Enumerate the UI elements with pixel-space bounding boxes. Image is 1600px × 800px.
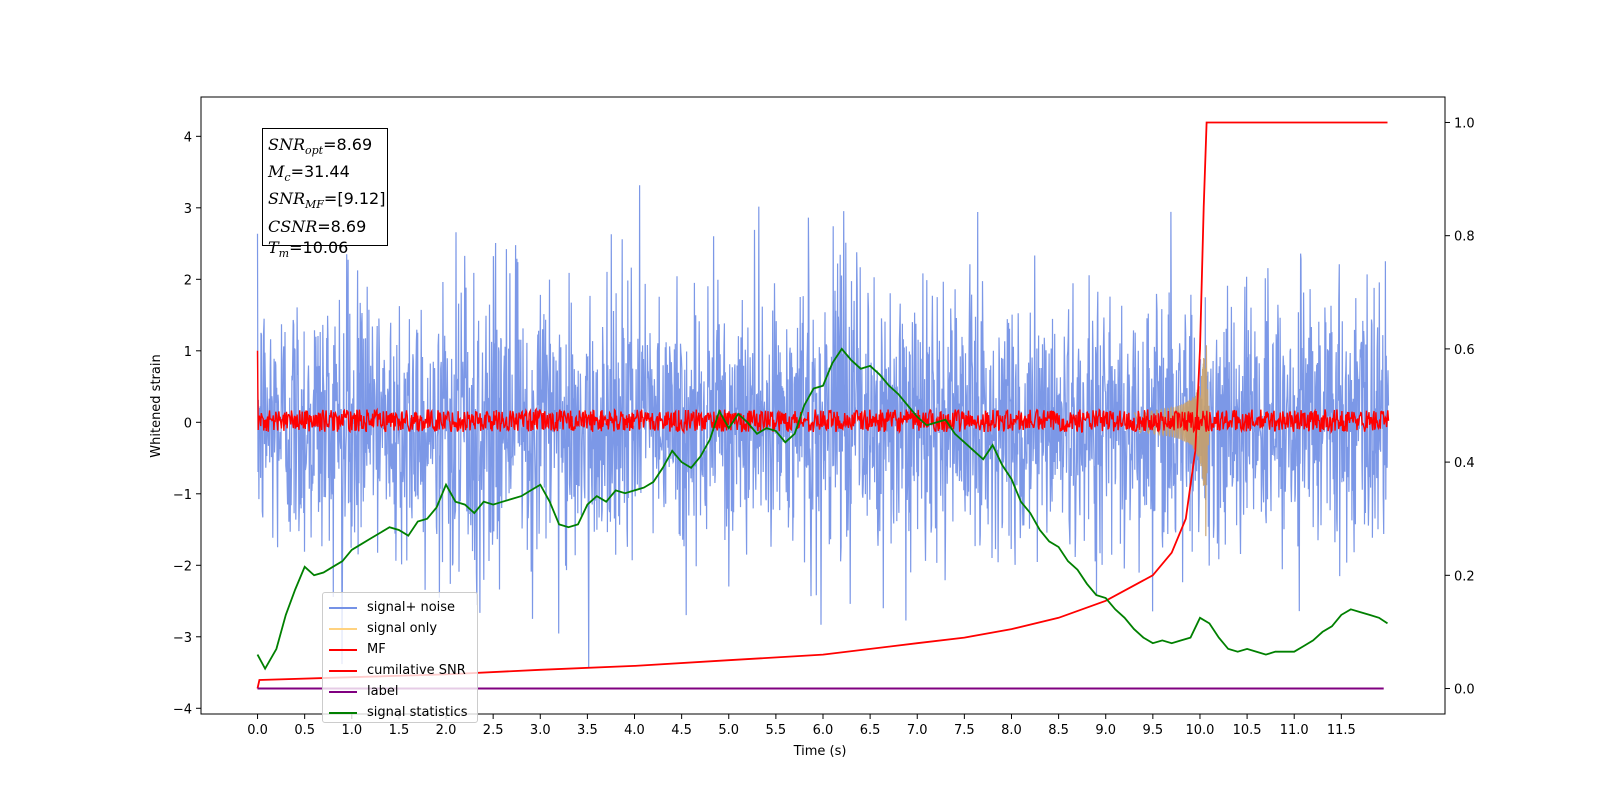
x-tick-label: 10.0 (1185, 723, 1214, 738)
x-tick-label: 3.5 (577, 723, 598, 738)
y2-tick-label: 1.0 (1454, 116, 1475, 131)
x-tick-label: 0.5 (294, 723, 315, 738)
x-ticks: 0.0 0.5 1.0 1.5 2.0 2.5 3.0 3.5 4.0 4.5 5.0 5.5 6.0 6… (247, 714, 1356, 738)
y2-tick-label: 0.2 (1454, 569, 1475, 584)
y2-tick-label: 0.6 (1454, 343, 1475, 358)
legend: signal+ noise signal only MF cumilative … (322, 592, 478, 723)
x-tick-label: 5.0 (718, 723, 739, 738)
x-tick-label: 5.5 (766, 723, 787, 738)
legend-item-signal-only: signal only (329, 618, 471, 639)
y-ticks: −4 −3 −2 −1 0 1 2 3 4 (173, 130, 201, 717)
legend-swatch (329, 711, 357, 714)
x-tick-label: 7.0 (907, 723, 928, 738)
y-axis-label: Whitened strain (149, 354, 164, 457)
x-axis-label: Time (s) (793, 744, 847, 759)
x-tick-label: 2.5 (483, 723, 504, 738)
x-tick-label: 11.5 (1327, 723, 1356, 738)
series-signal-statistics (256, 347, 1388, 671)
legend-item-cumulative-snr: cumilative SNR (329, 660, 471, 681)
legend-swatch (329, 669, 357, 672)
x-tick-label: 9.5 (1143, 723, 1164, 738)
y-tick-label: −1 (173, 488, 192, 503)
annotation-snr-opt: SNRopt=8.69 (268, 135, 373, 158)
y2-tick-label: 0.4 (1454, 456, 1475, 471)
x-tick-label: 9.0 (1095, 723, 1116, 738)
series-cumulative-snr (256, 121, 1388, 689)
legend-item-mf: MF (329, 639, 471, 660)
x-tick-label: 10.5 (1233, 723, 1262, 738)
x-tick-label: 8.0 (1001, 723, 1022, 738)
annotation-box: SNRopt=8.69 Mc=31.44 SNRMF=[9.12] CSNR=8… (262, 128, 388, 260)
annotation-tm: Tm=10.06 (268, 237, 349, 260)
x-tick-label: 6.5 (860, 723, 881, 738)
y-tick-label: 0 (184, 416, 192, 431)
y-tick-label: −2 (173, 559, 192, 574)
legend-item-label: label (329, 681, 471, 702)
x-tick-label: 3.0 (530, 723, 551, 738)
x-tick-label: 6.0 (813, 723, 834, 738)
legend-swatch (329, 690, 357, 693)
x-tick-label: 7.5 (954, 723, 975, 738)
series-mf (256, 350, 1390, 435)
x-tick-label: 4.5 (671, 723, 692, 738)
y-tick-label: 4 (184, 130, 192, 145)
legend-swatch (329, 606, 357, 609)
y2-tick-label: 0.0 (1454, 683, 1475, 698)
x-tick-label: 11.0 (1280, 723, 1309, 738)
x-tick-label: 2.0 (436, 723, 457, 738)
legend-item-signal-statistics: signal statistics (329, 702, 471, 723)
legend-item-signal-noise: signal+ noise (329, 597, 471, 618)
x-tick-label: 0.0 (247, 723, 268, 738)
y2-tick-label: 0.8 (1454, 230, 1475, 245)
y-tick-label: −4 (173, 702, 192, 717)
y-tick-label: −3 (173, 631, 192, 646)
legend-swatch (329, 627, 357, 630)
annotation-csnr: CSNR=8.69 (268, 216, 367, 236)
x-tick-label: 1.5 (389, 723, 410, 738)
x-tick-label: 4.0 (624, 723, 645, 738)
y-tick-label: 1 (184, 345, 192, 360)
y-tick-label: 2 (184, 273, 192, 288)
x-tick-label: 1.0 (341, 723, 362, 738)
annotation-mc: Mc=31.44 (268, 162, 350, 185)
y-tick-label: 3 (184, 202, 192, 217)
y2-ticks: 0.0 0.2 0.4 0.6 0.8 1.0 (1445, 116, 1475, 698)
x-tick-label: 8.5 (1048, 723, 1069, 738)
annotation-snr-mf: SNRMF=[9.12] (268, 189, 386, 212)
legend-swatch (329, 648, 357, 651)
